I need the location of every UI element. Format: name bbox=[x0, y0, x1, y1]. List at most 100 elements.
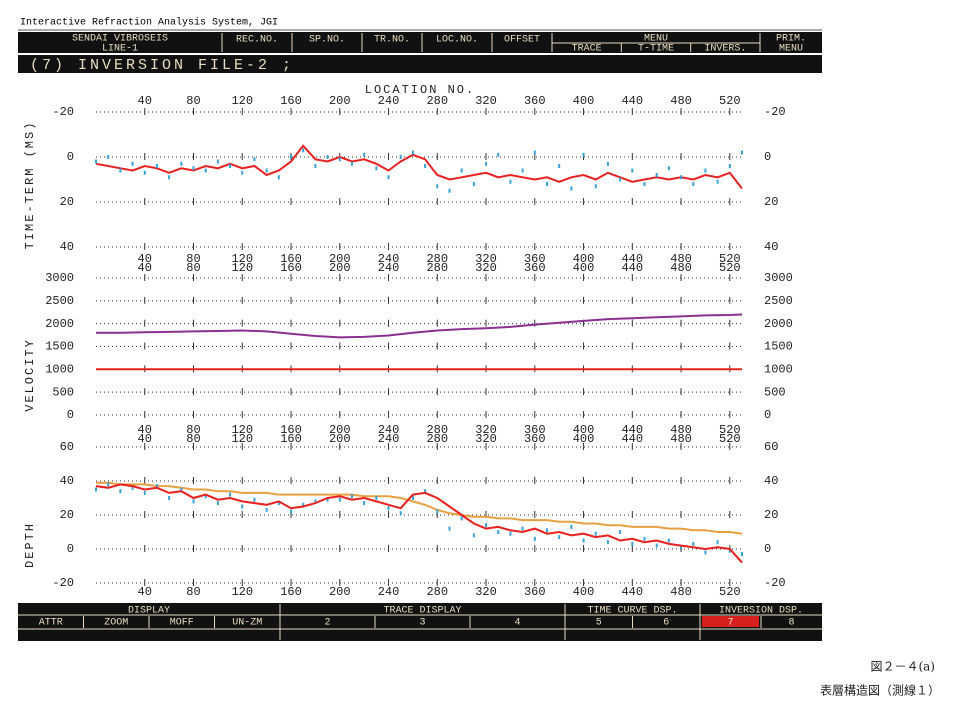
x-tick-label: 440 bbox=[621, 423, 643, 437]
x-tick-label: 400 bbox=[573, 585, 595, 599]
data-point bbox=[314, 164, 317, 168]
data-point bbox=[363, 501, 366, 506]
x-tick-label: 120 bbox=[231, 252, 253, 266]
x-tick-label: 160 bbox=[280, 423, 302, 437]
prim-menu[interactable]: MENU bbox=[779, 44, 803, 55]
data-point bbox=[716, 179, 719, 184]
menu-item[interactable]: TRACE bbox=[572, 44, 602, 55]
field-label[interactable]: SP.NO. bbox=[309, 35, 345, 46]
y-tick-label-right: 20 bbox=[764, 508, 778, 522]
x-tick-label: 200 bbox=[329, 423, 351, 437]
data-point bbox=[655, 173, 658, 177]
y-tick-label-right: 0 bbox=[764, 150, 771, 164]
x-tick-label: 200 bbox=[329, 585, 351, 599]
x-tick-label: 440 bbox=[621, 252, 643, 266]
data-point bbox=[119, 489, 122, 494]
x-tick-label: 400 bbox=[573, 252, 595, 266]
bar-button[interactable]: ATTR bbox=[39, 618, 63, 629]
field-label[interactable]: REC.NO. bbox=[236, 35, 278, 46]
data-point bbox=[716, 540, 719, 545]
x-tick-label: 120 bbox=[231, 423, 253, 437]
x-tick-label: 200 bbox=[329, 94, 351, 108]
data-point bbox=[680, 545, 683, 550]
bar-button[interactable]: 2 bbox=[324, 618, 330, 629]
x-tick-label: 160 bbox=[280, 94, 302, 108]
bar-button[interactable]: 5 bbox=[596, 618, 602, 629]
data-point bbox=[399, 155, 402, 159]
data-point bbox=[95, 487, 97, 492]
data-point bbox=[143, 490, 146, 495]
y-tick-label-right: -20 bbox=[764, 105, 786, 119]
menu-item[interactable]: INVERS. bbox=[704, 44, 746, 55]
data-point bbox=[192, 166, 195, 171]
x-tick-label: 440 bbox=[621, 94, 643, 108]
x-tick-label: 280 bbox=[426, 261, 448, 275]
bar-button[interactable]: 8 bbox=[788, 618, 794, 629]
bar-button[interactable]: ZOOM bbox=[104, 618, 128, 629]
x-tick-label: 80 bbox=[186, 585, 200, 599]
data-point bbox=[545, 528, 548, 533]
field-label[interactable]: OFFSET bbox=[504, 35, 540, 46]
y-tick-label-right: 1500 bbox=[764, 340, 793, 354]
field-label[interactable]: TR.NO. bbox=[374, 35, 410, 46]
data-point bbox=[277, 175, 280, 180]
bar-button[interactable]: 3 bbox=[419, 618, 425, 629]
x-tick-label: 200 bbox=[329, 432, 351, 446]
bar-button[interactable]: 6 bbox=[663, 618, 669, 629]
y-tick-label: 0 bbox=[67, 408, 74, 422]
data-point bbox=[533, 150, 536, 155]
menu-item[interactable]: T-TIME bbox=[638, 44, 674, 55]
x-tick-label: 80 bbox=[186, 94, 200, 108]
bar-button[interactable]: 4 bbox=[514, 618, 520, 629]
y-tick-label-right: 40 bbox=[764, 240, 778, 254]
x-tick-label: 200 bbox=[329, 261, 351, 275]
y-tick-label-right: 500 bbox=[764, 385, 786, 399]
data-line bbox=[95, 144, 743, 190]
x-tick-label: 440 bbox=[621, 432, 643, 446]
x-tick-label: 240 bbox=[378, 252, 400, 266]
data-point bbox=[363, 152, 366, 157]
data-point bbox=[192, 499, 195, 504]
data-point bbox=[95, 159, 97, 164]
data-point bbox=[594, 531, 597, 536]
data-point bbox=[314, 499, 317, 504]
x-tick-label: 360 bbox=[524, 423, 546, 437]
bar-button[interactable]: UN-ZM bbox=[232, 618, 262, 629]
data-point bbox=[472, 533, 475, 538]
data-point bbox=[302, 502, 305, 507]
bar-button[interactable]: MOFF bbox=[170, 618, 194, 629]
bar-button[interactable]: 7 bbox=[727, 618, 733, 629]
y-tick-label-right: 1000 bbox=[764, 363, 793, 377]
x-tick-label: 160 bbox=[280, 585, 302, 599]
data-point bbox=[606, 540, 609, 545]
x-tick-label: 480 bbox=[670, 585, 692, 599]
x-tick-label: 280 bbox=[426, 432, 448, 446]
x-tick-label: 160 bbox=[280, 432, 302, 446]
y-tick-label: 1500 bbox=[45, 340, 74, 354]
data-point bbox=[216, 501, 219, 506]
x-tick-label: 280 bbox=[426, 423, 448, 437]
y-tick-label: -20 bbox=[52, 105, 74, 119]
data-point bbox=[168, 175, 171, 180]
bottom-bar bbox=[18, 603, 822, 641]
data-point bbox=[265, 168, 268, 173]
y-tick-label: 20 bbox=[60, 508, 74, 522]
prim-menu[interactable]: PRIM. bbox=[776, 34, 806, 45]
x-tick-label: 400 bbox=[573, 423, 595, 437]
field-label[interactable]: LOC.NO. bbox=[436, 35, 478, 46]
data-point bbox=[350, 494, 353, 499]
data-point bbox=[436, 184, 439, 189]
data-point bbox=[277, 501, 280, 506]
y-axis-title: TIME-TERM (MS) bbox=[23, 121, 37, 250]
data-point bbox=[497, 530, 500, 534]
y-tick-label-right: 2000 bbox=[764, 317, 793, 331]
x-tick-label: 320 bbox=[475, 423, 497, 437]
title-bar bbox=[18, 55, 822, 73]
data-point bbox=[411, 150, 414, 155]
y-tick-label: 2500 bbox=[45, 294, 74, 308]
app-title: Interactive Refraction Analysis System, … bbox=[20, 17, 278, 29]
data-point bbox=[155, 484, 158, 489]
data-point bbox=[741, 150, 743, 155]
data-point bbox=[241, 504, 244, 509]
